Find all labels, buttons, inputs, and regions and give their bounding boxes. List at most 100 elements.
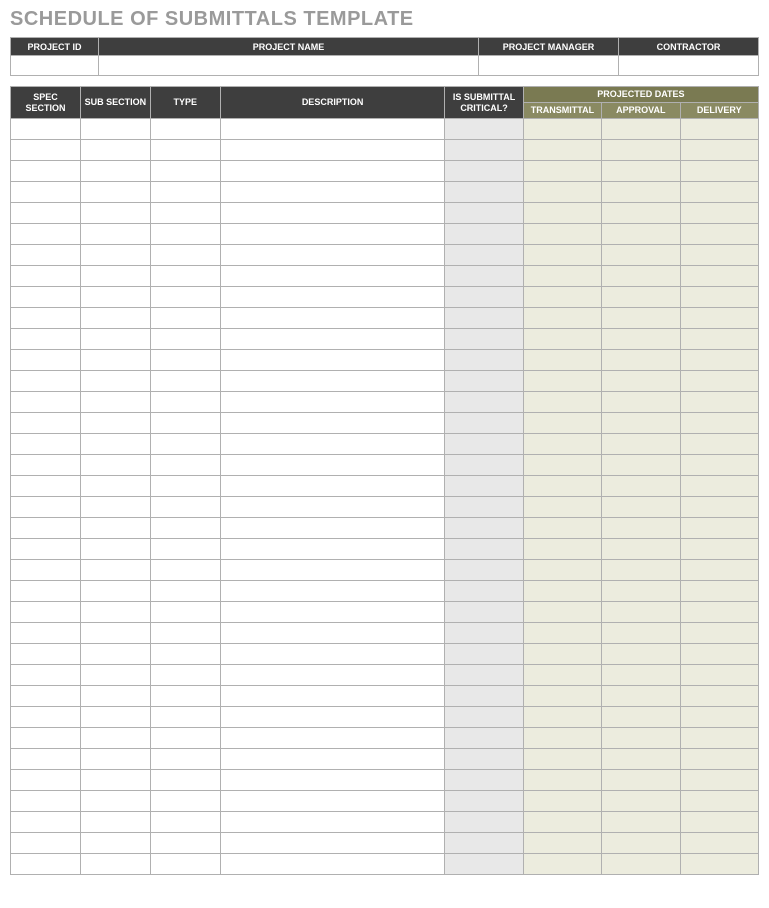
cell-transmittal[interactable] [523, 308, 601, 329]
cell-sub-section[interactable] [80, 791, 150, 812]
cell-is-critical[interactable] [445, 665, 523, 686]
cell-type[interactable] [150, 119, 220, 140]
cell-delivery[interactable] [680, 686, 758, 707]
cell-transmittal[interactable] [523, 434, 601, 455]
cell-delivery[interactable] [680, 497, 758, 518]
cell-type[interactable] [150, 770, 220, 791]
cell-spec-section[interactable] [11, 497, 81, 518]
cell-description[interactable] [220, 350, 445, 371]
cell-type[interactable] [150, 644, 220, 665]
cell-contractor[interactable] [619, 56, 759, 76]
cell-type[interactable] [150, 497, 220, 518]
cell-is-critical[interactable] [445, 329, 523, 350]
cell-description[interactable] [220, 476, 445, 497]
cell-transmittal[interactable] [523, 497, 601, 518]
cell-description[interactable] [220, 749, 445, 770]
cell-sub-section[interactable] [80, 245, 150, 266]
cell-approval[interactable] [602, 245, 680, 266]
cell-transmittal[interactable] [523, 770, 601, 791]
cell-description[interactable] [220, 791, 445, 812]
cell-spec-section[interactable] [11, 602, 81, 623]
cell-sub-section[interactable] [80, 371, 150, 392]
cell-spec-section[interactable] [11, 728, 81, 749]
cell-is-critical[interactable] [445, 119, 523, 140]
cell-delivery[interactable] [680, 287, 758, 308]
cell-type[interactable] [150, 455, 220, 476]
cell-sub-section[interactable] [80, 644, 150, 665]
cell-delivery[interactable] [680, 602, 758, 623]
cell-type[interactable] [150, 392, 220, 413]
cell-transmittal[interactable] [523, 791, 601, 812]
cell-transmittal[interactable] [523, 287, 601, 308]
cell-spec-section[interactable] [11, 812, 81, 833]
cell-transmittal[interactable] [523, 371, 601, 392]
cell-delivery[interactable] [680, 392, 758, 413]
cell-is-critical[interactable] [445, 854, 523, 875]
cell-description[interactable] [220, 392, 445, 413]
cell-delivery[interactable] [680, 203, 758, 224]
cell-description[interactable] [220, 371, 445, 392]
cell-type[interactable] [150, 434, 220, 455]
cell-spec-section[interactable] [11, 770, 81, 791]
cell-spec-section[interactable] [11, 413, 81, 434]
cell-is-critical[interactable] [445, 476, 523, 497]
cell-delivery[interactable] [680, 434, 758, 455]
cell-is-critical[interactable] [445, 581, 523, 602]
cell-description[interactable] [220, 308, 445, 329]
cell-transmittal[interactable] [523, 602, 601, 623]
cell-approval[interactable] [602, 371, 680, 392]
cell-type[interactable] [150, 371, 220, 392]
cell-description[interactable] [220, 539, 445, 560]
cell-description[interactable] [220, 455, 445, 476]
cell-project-id[interactable] [11, 56, 99, 76]
cell-transmittal[interactable] [523, 518, 601, 539]
cell-approval[interactable] [602, 182, 680, 203]
cell-spec-section[interactable] [11, 224, 81, 245]
cell-spec-section[interactable] [11, 161, 81, 182]
cell-is-critical[interactable] [445, 707, 523, 728]
cell-is-critical[interactable] [445, 308, 523, 329]
cell-is-critical[interactable] [445, 203, 523, 224]
cell-delivery[interactable] [680, 119, 758, 140]
cell-approval[interactable] [602, 686, 680, 707]
cell-delivery[interactable] [680, 455, 758, 476]
cell-spec-section[interactable] [11, 392, 81, 413]
cell-is-critical[interactable] [445, 833, 523, 854]
cell-is-critical[interactable] [445, 770, 523, 791]
cell-spec-section[interactable] [11, 539, 81, 560]
cell-type[interactable] [150, 854, 220, 875]
cell-is-critical[interactable] [445, 224, 523, 245]
cell-type[interactable] [150, 161, 220, 182]
cell-approval[interactable] [602, 308, 680, 329]
cell-description[interactable] [220, 812, 445, 833]
cell-description[interactable] [220, 560, 445, 581]
cell-transmittal[interactable] [523, 623, 601, 644]
cell-transmittal[interactable] [523, 749, 601, 770]
cell-description[interactable] [220, 518, 445, 539]
cell-is-critical[interactable] [445, 392, 523, 413]
cell-spec-section[interactable] [11, 266, 81, 287]
cell-description[interactable] [220, 728, 445, 749]
cell-spec-section[interactable] [11, 581, 81, 602]
cell-delivery[interactable] [680, 476, 758, 497]
cell-description[interactable] [220, 119, 445, 140]
cell-delivery[interactable] [680, 833, 758, 854]
cell-spec-section[interactable] [11, 434, 81, 455]
cell-sub-section[interactable] [80, 392, 150, 413]
cell-approval[interactable] [602, 602, 680, 623]
cell-is-critical[interactable] [445, 455, 523, 476]
cell-description[interactable] [220, 686, 445, 707]
cell-transmittal[interactable] [523, 392, 601, 413]
cell-is-critical[interactable] [445, 686, 523, 707]
cell-approval[interactable] [602, 140, 680, 161]
cell-delivery[interactable] [680, 791, 758, 812]
cell-type[interactable] [150, 245, 220, 266]
cell-approval[interactable] [602, 434, 680, 455]
cell-description[interactable] [220, 140, 445, 161]
cell-is-critical[interactable] [445, 161, 523, 182]
cell-description[interactable] [220, 182, 445, 203]
cell-approval[interactable] [602, 518, 680, 539]
cell-sub-section[interactable] [80, 770, 150, 791]
cell-sub-section[interactable] [80, 518, 150, 539]
cell-is-critical[interactable] [445, 518, 523, 539]
